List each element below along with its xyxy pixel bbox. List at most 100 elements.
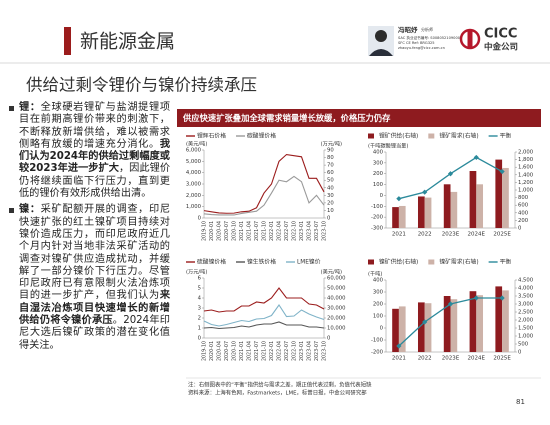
x-tick-label: 2023-04	[307, 221, 313, 241]
legend-label: 锂辉石价格	[197, 132, 226, 140]
legend-label: 镍矿需求(右轴)	[439, 258, 478, 266]
y-tick-label: 0	[198, 336, 202, 342]
y-tick-label: 3	[198, 306, 201, 312]
note: 注：右侧图表中的“平衡”指供给与需求之差，期正值代表过剩，负值代表短缺	[188, 381, 372, 389]
x-tick-label: 2022-04	[277, 221, 283, 241]
logo-text: CICC	[484, 27, 517, 42]
bar	[424, 303, 432, 352]
x-tick-label: 2023-10	[322, 341, 328, 361]
y2-tick-label: 30,000	[327, 306, 346, 312]
x-tick-label: 2020-10	[232, 341, 238, 361]
y2-tick-label: 1,600	[518, 165, 534, 171]
logo-mark	[467, 30, 473, 48]
y-tick-label: 400	[373, 150, 384, 156]
x-tick-label: 2020-07	[224, 341, 230, 361]
y-tick-label: 5	[198, 286, 201, 292]
text-run: 采矿配额开展的调查，印尼快速扩张的红土镍矿项目持续对镍价造成压力，而印尼政府近几…	[19, 204, 171, 302]
y-tick-label: 3,000	[186, 182, 202, 188]
bullet: 锂：全球硬岩锂矿与盐湖提锂项目在前期高锂价带来的刺激下，不断释放新增供给，难以被…	[8, 102, 170, 200]
y-tick-label: 6	[198, 276, 202, 282]
x-tick-label: 2023-07	[314, 221, 320, 241]
y-tick-label: 5,000	[186, 159, 202, 165]
y2-axis-label: (美元/吨)	[321, 268, 342, 276]
y-tick-label: 0	[380, 193, 384, 199]
y-axis-label: (万元/吨)	[186, 268, 207, 276]
y2-tick-label: 0	[327, 336, 331, 342]
x-tick-label: 2024E	[468, 232, 486, 238]
x-tick-label: 2023-01	[299, 221, 305, 241]
bar	[476, 184, 484, 228]
y2-tick-label: 70	[327, 163, 334, 169]
page-number: 81	[516, 398, 525, 406]
y2-tick-label: 4,000	[518, 286, 534, 292]
text-run: 全球硬岩锂矿与盐湖提锂项目在前期高锂价带来的刺激下，不断释放新增供给，难以被需求…	[19, 102, 171, 150]
y-tick-label: 2	[198, 316, 201, 322]
y2-tick-label: 60,000	[327, 276, 346, 282]
y2-tick-label: 800	[518, 195, 529, 201]
x-tick-label: 2021-04	[247, 341, 253, 361]
legend-label: 镍矿供给(右轴)	[379, 258, 418, 266]
legend-label: LME镍价	[297, 258, 321, 266]
text-run: 。2024年印尼大选后镍矿政策的潜在变化值得关注。	[19, 315, 170, 351]
y2-tick-label: 10,000	[327, 326, 346, 332]
x-tick-label: 2023-01	[299, 341, 305, 361]
bar	[502, 167, 509, 228]
x-tick-label: 2022-10	[292, 341, 298, 361]
y2-tick-label: 20,000	[327, 316, 346, 322]
analyst-name: 冯昭妤	[398, 25, 418, 34]
x-tick-label: 2021	[392, 356, 406, 362]
x-tick-label: 2022-01	[269, 341, 275, 361]
series-line	[203, 153, 325, 214]
logo-text: 中金公司	[484, 42, 518, 53]
series-line	[203, 287, 325, 313]
y2-tick-label: 3,000	[518, 302, 534, 308]
balance-marker	[447, 171, 454, 177]
y2-tick-label: 50	[327, 178, 334, 184]
x-tick-label: 2021-10	[262, 221, 268, 241]
legend-swatch	[368, 259, 374, 265]
legend-swatch	[428, 259, 435, 265]
series-line	[203, 304, 325, 327]
x-tick-label: 2021-07	[254, 341, 260, 361]
x-tick-label: 2021-01	[239, 221, 245, 241]
x-tick-label: 2021-01	[239, 341, 245, 361]
y-axis-label: (千吨碳酸锂当量)	[368, 142, 408, 150]
balance-marker	[422, 319, 428, 325]
x-tick-label: 2025E	[493, 356, 511, 362]
bullet-dot	[9, 208, 14, 214]
analyst-photo-head	[375, 30, 387, 42]
y2-tick-label: 400	[518, 210, 529, 216]
x-tick-label: 2019-10	[202, 221, 208, 241]
y-tick-label: 0	[380, 326, 384, 332]
y2-tick-label: 200	[518, 218, 529, 224]
x-tick-label: 2019-10	[202, 341, 208, 361]
x-tick-label: 2022-04	[277, 341, 283, 361]
x-tick-label: 2020-04	[217, 341, 223, 361]
y-axis-label: (美元/吨)	[186, 140, 207, 148]
series-line	[203, 175, 325, 216]
y2-tick-label: 2,000	[518, 150, 534, 156]
y2-tick-label: 600	[518, 203, 529, 209]
balance-marker	[473, 295, 479, 301]
y2-tick-label: 3,500	[518, 294, 534, 300]
x-tick-label: 2020-01	[209, 341, 215, 361]
bar	[392, 308, 399, 352]
y-tick-label: -300	[371, 226, 384, 232]
balance-marker	[499, 168, 505, 175]
subtitle: 供给过剩令锂价与镍价持续承压	[26, 76, 257, 95]
y-tick-label: 300	[373, 290, 384, 296]
bar	[424, 197, 432, 228]
y-tick-label: 200	[373, 171, 384, 177]
bar	[469, 291, 477, 352]
y2-tick-label: 0	[518, 226, 522, 232]
legend-label: 镍生铁价格	[247, 258, 276, 266]
legend-label: 平衡	[500, 132, 512, 140]
y2-tick-label: 1,000	[518, 334, 534, 340]
y2-tick-label: 90	[327, 148, 334, 154]
x-tick-label: 2020-10	[232, 221, 238, 241]
text-run: 我们认为2024年的供给过剩幅度或较2023年进一步扩大	[19, 138, 170, 175]
bar	[502, 290, 509, 352]
balance-marker	[396, 196, 402, 202]
